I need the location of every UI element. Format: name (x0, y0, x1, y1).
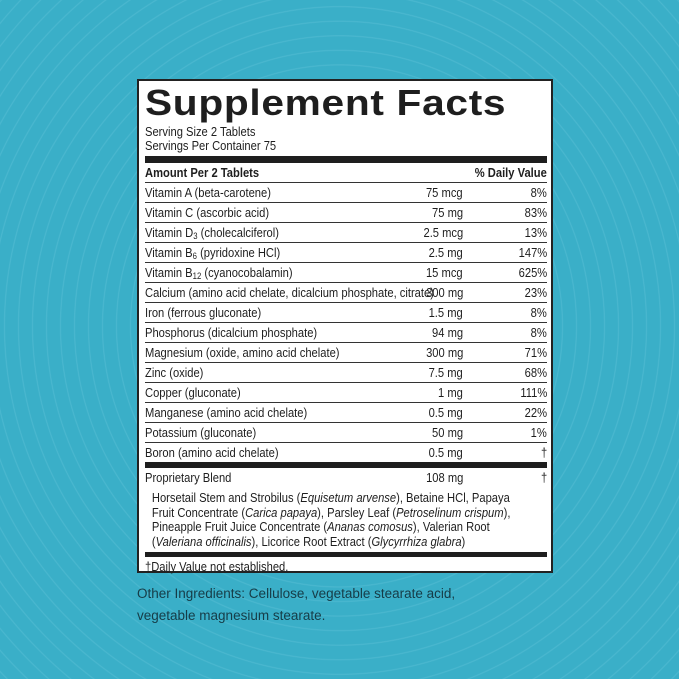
nutrient-amount: 75 mcg (426, 185, 463, 200)
nutrient-amount: 75 mg (431, 205, 463, 220)
nutrient-dv: 111% (520, 385, 547, 400)
nutrient-row: Vitamin B12 (cyanocobalamin) 15 mcg 625% (145, 263, 547, 283)
thick-divider (145, 156, 547, 163)
serving-size: Serving Size 2 Tablets (145, 124, 256, 139)
ingredient-text: ) (461, 533, 466, 549)
nutrient-amount: 50 mg (431, 425, 463, 440)
ingredient-text: ), Parsley Leaf ( (317, 504, 397, 520)
latin-name: Valeriana officinalis (155, 533, 252, 549)
latin-name: Carica papaya (245, 504, 318, 520)
latin-name: Petroselinum crispum (396, 504, 504, 520)
nutrient-dv: 23% (524, 285, 547, 300)
nutrient-dv: 68% (524, 365, 547, 380)
footnote: †Daily Value not established. (145, 559, 289, 574)
supplement-facts-label: Supplement Facts Serving Size 2 Tablets … (137, 79, 553, 574)
thick-divider (145, 462, 547, 468)
nutrient-name: Vitamin D3 (cholecalciferol) (145, 225, 279, 241)
nutrient-rows: Vitamin A (beta-carotene) 75 mcg 8% Vitamin… (145, 183, 547, 462)
table-header: Amount Per 2 Tablets % Daily Value (145, 163, 547, 183)
nutrient-name: Manganese (amino acid chelate) (145, 405, 308, 420)
ingredient-text: ), Licorice Root Extract ( (251, 533, 372, 549)
label-title: Supplement Facts (145, 82, 507, 123)
blend-dv: † (540, 470, 547, 485)
proprietary-blend-row: Proprietary Blend 108 mg † (145, 468, 547, 487)
nutrient-row: Vitamin C (ascorbic acid) 75 mg 83% (145, 203, 547, 223)
nutrient-dv: 8% (530, 325, 547, 340)
nutrient-name: Boron (amino acid chelate) (145, 445, 279, 460)
nutrient-amount: 1 mg (438, 385, 463, 400)
nutrient-row: Vitamin D3 (cholecalciferol) 2.5 mcg 13% (145, 223, 547, 243)
nutrient-row: Boron (amino acid chelate) 0.5 mg † (145, 443, 547, 462)
nutrient-name: Potassium (gluconate) (145, 425, 257, 440)
nutrient-dv: 83% (524, 205, 547, 220)
latin-name: Glycyrrhiza glabra (371, 533, 462, 549)
nutrient-name: Vitamin C (ascorbic acid) (145, 205, 270, 220)
nutrient-amount: 2.5 mcg (423, 225, 463, 240)
nutrient-name: Vitamin B6 (pyridoxine HCl) (145, 245, 281, 261)
nutrient-row: Copper (gluconate) 1 mg 111% (145, 383, 547, 403)
nutrient-dv: 1% (530, 425, 547, 440)
latin-name: Ananas comosus (327, 519, 413, 534)
nutrient-amount: 0.5 mg (428, 405, 463, 420)
nutrient-row: Potassium (gluconate) 50 mg 1% (145, 423, 547, 443)
nutrient-name: Zinc (oxide) (145, 365, 204, 380)
nutrient-row: Phosphorus (dicalcium phosphate) 94 mg 8% (145, 323, 547, 343)
nutrient-row: Calcium (amino acid chelate, dicalcium p… (145, 283, 547, 303)
thick-divider (145, 552, 547, 557)
nutrient-row: Iron (ferrous gluconate) 1.5 mg 8% (145, 303, 547, 323)
nutrient-row: Vitamin A (beta-carotene) 75 mcg 8% (145, 183, 547, 203)
nutrient-dv: 147% (518, 245, 547, 260)
blend-name: Proprietary Blend (145, 470, 232, 485)
nutrient-dv: 71% (524, 345, 547, 360)
nutrient-name: Vitamin B12 (cyanocobalamin) (145, 265, 293, 281)
nutrient-amount: 7.5 mg (428, 365, 463, 380)
ingredient-text: ), Valerian Root ( (151, 519, 490, 549)
nutrient-row: Manganese (amino acid chelate) 0.5 mg 22% (145, 403, 547, 423)
servings-per-container: Servings Per Container 75 (145, 138, 277, 153)
nutrient-dv: 13% (524, 225, 547, 240)
blend-ingredients: Horsetail Stem and Strobilus (Equisetum … (145, 487, 530, 552)
ingredient-text: Horsetail Stem and Strobilus ( (151, 490, 301, 505)
nutrient-name: Copper (gluconate) (145, 385, 241, 400)
nutrient-dv: 625% (518, 265, 547, 280)
nutrient-name: Iron (ferrous gluconate) (145, 305, 262, 320)
nutrient-row: Vitamin B6 (pyridoxine HCl) 2.5 mg 147% (145, 243, 547, 263)
dv-header: % Daily Value (474, 165, 547, 180)
nutrient-amount: 15 mcg (426, 265, 463, 280)
nutrient-name: Phosphorus (dicalcium phosphate) (145, 325, 318, 340)
nutrient-row: Zinc (oxide) 7.5 mg 68% (145, 363, 547, 383)
nutrient-amount: 300 mg (425, 285, 463, 300)
nutrient-amount: 1.5 mg (428, 305, 463, 320)
other-ingredients: Other Ingredients: Cellulose, vegetable … (137, 586, 456, 623)
nutrient-amount: 2.5 mg (428, 245, 463, 260)
nutrient-amount: 94 mg (431, 325, 463, 340)
nutrient-dv: † (540, 445, 547, 460)
blend-amount: 108 mg (425, 470, 463, 485)
latin-name: Equisetum arvense (300, 490, 397, 505)
nutrient-amount: 0.5 mg (428, 445, 463, 460)
nutrient-name: Magnesium (oxide, amino acid chelate) (145, 345, 340, 360)
nutrient-amount: 300 mg (425, 345, 463, 360)
nutrient-name: Calcium (amino acid chelate, dicalcium p… (145, 285, 434, 300)
amount-header: Amount Per 2 Tablets (145, 165, 260, 180)
nutrient-dv: 8% (530, 305, 547, 320)
ingredient-text: ), Betaine HCl, Papaya Fruit Concentrate… (151, 490, 510, 520)
nutrient-dv: 22% (524, 405, 547, 420)
nutrient-row: Magnesium (oxide, amino acid chelate) 300… (145, 343, 547, 363)
ingredient-text: ), Pineapple Fruit Juice Concentrate ( (151, 504, 511, 534)
nutrient-dv: 8% (530, 185, 547, 200)
nutrient-name: Vitamin A (beta-carotene) (145, 185, 271, 200)
